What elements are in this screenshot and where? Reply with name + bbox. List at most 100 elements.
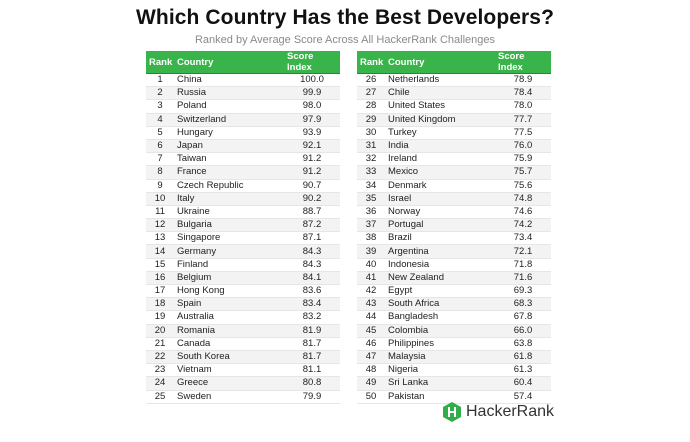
rank-cell: 45 [357,324,385,338]
score-cell: 84.3 [284,244,340,259]
table-row: 36 Norway 74.6 [357,205,551,220]
table-row: 23 Vietnam 81.1 [146,363,340,378]
ranking-table-body-right: 26 Netherlands 78.9 27 Chile 78.4 28 United Sta… [357,73,551,404]
country-cell: Indonesia [385,258,495,272]
table-header-row: Rank Country Score Index [146,51,340,74]
table-row: 32 Ireland 75.9 [357,152,551,167]
country-cell: Netherlands [385,73,495,88]
column-header-country: Country [385,51,495,74]
country-cell: Czech Republic [174,179,284,193]
score-cell: 90.7 [284,179,340,193]
table-row: 8 France 91.2 [146,165,340,180]
table-row: 44 Bangladesh 67.8 [357,310,551,325]
country-cell: Israel [385,192,495,206]
country-cell: China [174,73,284,88]
score-cell: 93.9 [284,126,340,140]
score-cell: 78.9 [495,73,551,88]
ranking-table-body-left: 1 China 100.0 2 Russia 99.9 3 Poland 98.0 4 Switze… [146,73,340,404]
country-cell: Sweden [174,390,284,404]
country-cell: Egypt [385,284,495,299]
table-row: 13 Singapore 87.1 [146,231,340,246]
table-row: 45 Colombia 66.0 [357,324,551,338]
country-cell: India [385,139,495,154]
rank-cell: 37 [357,218,385,233]
rank-cell: 49 [357,376,385,391]
table-row: 26 Netherlands 78.9 [357,73,551,88]
country-cell: Mexico [385,165,495,180]
rank-cell: 28 [357,99,385,114]
rank-cell: 4 [146,113,174,127]
rank-cell: 22 [146,350,174,365]
score-cell: 83.4 [284,297,340,312]
rank-cell: 26 [357,73,385,88]
table-row: 31 India 76.0 [357,139,551,154]
score-cell: 81.7 [284,337,340,351]
rank-cell: 42 [357,284,385,299]
country-cell: Switzerland [174,113,284,127]
country-cell: Turkey [385,126,495,140]
score-cell: 100.0 [284,73,340,88]
table-row: 1 China 100.0 [146,73,340,88]
score-cell: 75.7 [495,165,551,180]
score-cell: 71.8 [495,258,551,272]
rank-cell: 18 [146,297,174,312]
rank-cell: 36 [357,205,385,220]
country-cell: Malaysia [385,350,495,365]
rank-cell: 21 [146,337,174,351]
score-cell: 91.2 [284,152,340,167]
table-row: 19 Australia 83.2 [146,310,340,325]
table-row: 30 Turkey 77.5 [357,126,551,140]
table-row: 10 Italy 90.2 [146,192,340,206]
column-header-country: Country [174,51,284,74]
table-row: 9 Czech Republic 90.7 [146,179,340,193]
country-cell: Japan [174,139,284,154]
rank-cell: 39 [357,244,385,259]
column-header-score-index: Score Index [495,51,551,74]
country-cell: Norway [385,205,495,220]
score-cell: 81.7 [284,350,340,365]
score-cell: 75.9 [495,152,551,167]
country-cell: Hungary [174,126,284,140]
country-cell: Hong Kong [174,284,284,299]
table-row: 39 Argentina 72.1 [357,244,551,259]
rank-cell: 40 [357,258,385,272]
rank-cell: 20 [146,324,174,338]
rank-cell: 48 [357,363,385,378]
score-cell: 75.6 [495,179,551,193]
rank-cell: 43 [357,297,385,312]
country-cell: United Kingdom [385,113,495,127]
table-row: 43 South Africa 68.3 [357,297,551,312]
column-header-rank: Rank [357,51,385,74]
table-row: 21 Canada 81.7 [146,337,340,351]
table-row: 16 Belgium 84.1 [146,271,340,286]
score-cell: 81.1 [284,363,340,378]
country-cell: Vietnam [174,363,284,378]
country-cell: Taiwan [174,152,284,167]
table-header-row: Rank Country Score Index [357,51,551,74]
country-cell: South Korea [174,350,284,365]
table-row: 5 Hungary 93.9 [146,126,340,140]
country-cell: Australia [174,310,284,325]
score-cell: 97.9 [284,113,340,127]
country-cell: South Africa [385,297,495,312]
score-cell: 83.6 [284,284,340,299]
country-cell: Ireland [385,152,495,167]
score-cell: 92.1 [284,139,340,154]
rank-cell: 6 [146,139,174,154]
score-cell: 63.8 [495,337,551,351]
table-row: 24 Greece 80.8 [146,376,340,391]
country-cell: Chile [385,86,495,101]
table-row: 50 Pakistan 57.4 [357,390,551,404]
country-cell: Colombia [385,324,495,338]
rank-cell: 9 [146,179,174,193]
rank-cell: 41 [357,271,385,286]
score-cell: 98.0 [284,99,340,114]
table-row: 27 Chile 78.4 [357,86,551,101]
rank-cell: 5 [146,126,174,140]
rank-cell: 11 [146,205,174,220]
rank-cell: 12 [146,218,174,233]
score-cell: 66.0 [495,324,551,338]
score-cell: 91.2 [284,165,340,180]
rank-cell: 7 [146,152,174,167]
rank-cell: 23 [146,363,174,378]
